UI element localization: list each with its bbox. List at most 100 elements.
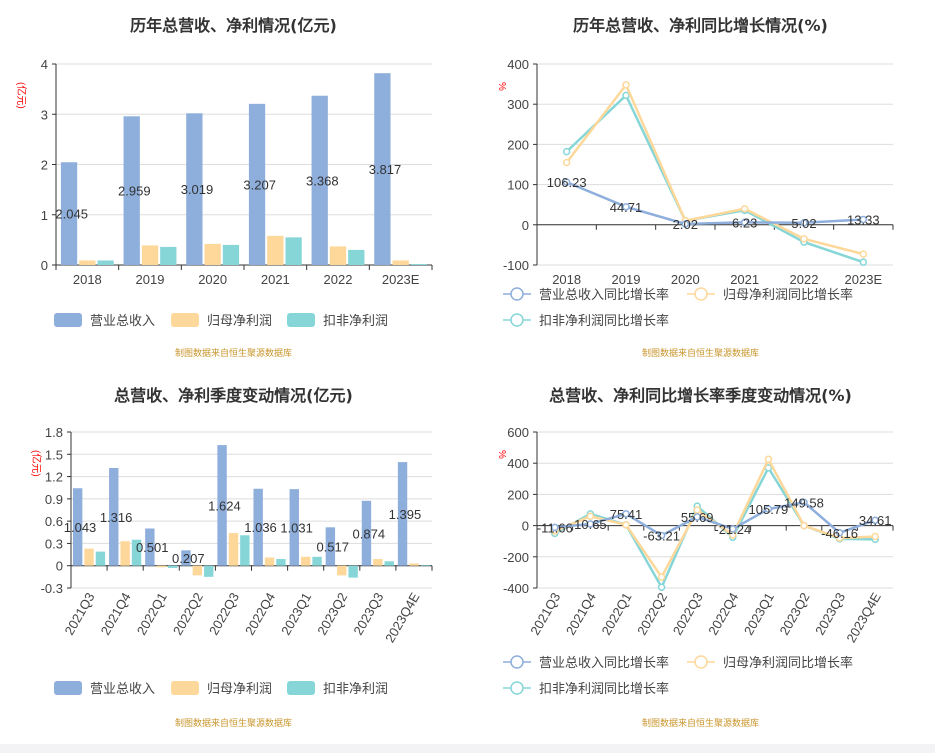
quarterly-growth-panel: 总营收、净利同比增长率季度变动情况(%) -400 -200 0 200 400 600%…	[467, 370, 934, 740]
x-tick-label: 2020	[198, 272, 227, 287]
data-point	[551, 523, 559, 532]
data-point	[681, 220, 690, 228]
data-label: 2.959	[118, 184, 151, 199]
data-point	[740, 204, 749, 213]
bar-deducted-profit	[410, 263, 428, 265]
bar-deducted-profit	[97, 260, 114, 265]
y-tick-label: 200	[507, 487, 529, 502]
series-line	[554, 500, 876, 537]
bar-net-profit	[392, 260, 409, 265]
bar-deducted-profit	[131, 539, 142, 566]
data-point	[693, 506, 701, 514]
y-tick-label: 100	[507, 178, 529, 193]
data-point	[693, 513, 701, 521]
y-axis-unit-label: (亿元)	[15, 82, 28, 109]
bar-net-profit	[228, 533, 239, 566]
bar-net-profit	[409, 563, 419, 566]
bar-net-profit	[192, 565, 203, 576]
x-tick-label: 2023E	[382, 272, 420, 287]
data-label: 1.395	[389, 507, 422, 522]
bar-revenue	[72, 488, 83, 566]
bar-deducted-profit	[420, 564, 431, 566]
x-tick-label: 2022Q3	[206, 590, 242, 638]
data-point	[562, 158, 571, 167]
data-point	[800, 235, 808, 243]
data-point	[622, 521, 630, 529]
legend-label: 营业总收入同比增长率	[539, 287, 669, 302]
y-tick-label: 200	[507, 137, 529, 152]
bar-net-profit	[264, 557, 275, 566]
annual-growth-line-chart: -100 0 100 200 300 400% 2018 2019 2020 2021 2022 20…	[496, 57, 894, 328]
x-tick-label: 2021	[261, 272, 290, 287]
bar-net-profit	[329, 246, 347, 265]
legend-label: 扣非净利润同比增长率	[539, 681, 669, 696]
data-point	[859, 215, 868, 224]
x-tick-label: 2020	[671, 272, 700, 287]
x-tick-label: 2021	[730, 272, 759, 287]
data-label: 3.019	[181, 182, 214, 197]
x-tick-label: 2022Q2	[634, 590, 670, 638]
y-tick-label: 4	[41, 57, 48, 72]
data-point	[800, 521, 808, 530]
legend-marker	[694, 287, 708, 301]
bar-net-profit	[337, 565, 347, 576]
data-point	[800, 498, 808, 507]
x-tick-label: 2023Q3	[350, 590, 386, 638]
annual-growth-panel: 历年总营收、净利同比增长情况(%) -100 0 100 200 300 400% 2018…	[467, 0, 934, 370]
x-tick-label: 2021Q3	[62, 590, 98, 638]
x-tick-label: 2022Q3	[670, 590, 706, 638]
data-point	[871, 516, 879, 524]
legend-label: 营业总收入	[90, 313, 155, 328]
data-label: 149.58	[784, 495, 824, 510]
bar-revenue	[186, 113, 203, 265]
data-source-footer: 制图数据来自恒生聚源数据库	[174, 719, 292, 729]
bar-revenue	[145, 528, 155, 566]
x-tick-label: 2022Q2	[170, 590, 206, 638]
bar-revenue	[217, 445, 227, 566]
data-label: -46.16	[821, 526, 858, 541]
chart-title: 总营收、净利同比增长率季度变动情况(%)	[549, 386, 852, 405]
data-label: 1.031	[280, 520, 313, 535]
y-axis-unit-label: (亿元)	[30, 450, 43, 477]
bar-deducted-profit	[240, 535, 250, 566]
data-point	[586, 512, 595, 520]
data-point	[729, 525, 737, 533]
data-point	[562, 178, 571, 186]
legend-marker	[510, 287, 524, 301]
bar-net-profit	[79, 260, 96, 265]
data-label: 44.71	[610, 200, 643, 215]
x-tick-label: 2021Q4	[563, 590, 599, 638]
legend-swatch	[171, 681, 199, 695]
x-tick-label: 2018	[73, 272, 102, 287]
legend-marker	[510, 313, 524, 327]
data-label: 0.874	[353, 526, 386, 541]
legend-swatch	[287, 313, 315, 327]
data-label: 0.517	[316, 540, 349, 555]
legend-label: 扣非净利润	[323, 681, 388, 696]
legend-label: 扣非净利润	[323, 313, 388, 328]
y-tick-label: 400	[507, 456, 529, 471]
x-tick-label: 2021Q4	[98, 590, 134, 638]
y-tick-label: 300	[507, 97, 529, 112]
x-tick-label: 2022Q1	[598, 590, 634, 638]
data-label: 2.045	[55, 207, 88, 222]
data-label: 1.036	[244, 520, 277, 535]
y-tick-label: 2	[41, 158, 48, 173]
y-tick-label: 0	[522, 519, 529, 534]
bar-deducted-profit	[276, 559, 286, 566]
data-label: 5.02	[791, 216, 816, 231]
data-label: 0.207	[172, 551, 205, 566]
data-point	[859, 258, 868, 266]
bar-net-profit	[267, 235, 284, 265]
legend-marker	[510, 655, 524, 669]
data-point	[835, 529, 844, 537]
data-label: 1.624	[208, 498, 241, 513]
bar-revenue	[325, 527, 336, 566]
bar-revenue	[109, 467, 119, 566]
data-point	[764, 505, 773, 513]
legend-label: 归母净利润同比增长率	[723, 655, 853, 670]
y-tick-label: -0.3	[41, 581, 63, 596]
x-tick-label: 2023Q2	[314, 590, 350, 638]
data-point	[586, 520, 595, 528]
bar-revenue	[361, 500, 372, 566]
